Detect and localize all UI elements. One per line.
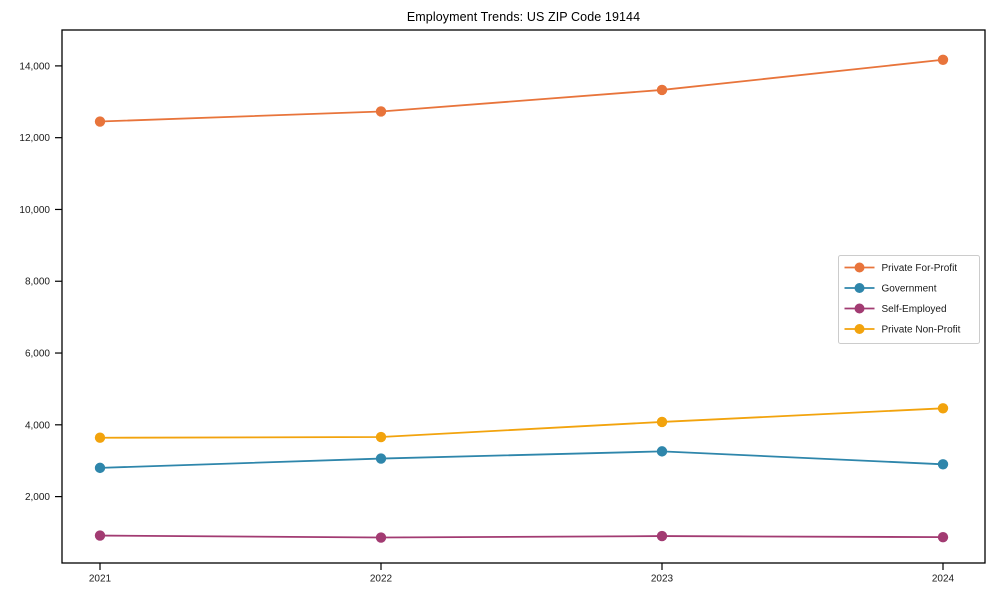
- x-tick-label: 2022: [370, 574, 393, 585]
- series-line-government: [99, 450, 944, 469]
- legend-box: [838, 255, 980, 344]
- legend: Private For-Profit Government Self-Employe…: [838, 255, 980, 344]
- data-point-self-employed-2024: [937, 531, 949, 543]
- data-point-self-employed-2022: [375, 532, 387, 543]
- legend-marker-private-non-profit: [854, 324, 865, 334]
- data-point-government-2024: [937, 459, 949, 470]
- data-point-private-non-profit-2023: [656, 416, 668, 428]
- data-point-government-2021: [94, 462, 106, 474]
- y-tick-label: 12,000: [19, 133, 50, 144]
- series-line-self-employed: [99, 534, 944, 539]
- data-point-private-for-profit-2023: [656, 84, 668, 96]
- y-tick-label: 2,000: [25, 492, 50, 503]
- data-point-government-2023: [656, 446, 668, 457]
- x-tick-label: 2023: [651, 574, 674, 585]
- data-point-government-2022: [375, 453, 387, 464]
- legend-item-self-employed: Self-Employed: [844, 303, 947, 315]
- chart-title: Employment Trends: US ZIP Code 19144: [406, 10, 641, 24]
- x-tick-label: 2021: [89, 574, 112, 585]
- y-tick-label: 4,000: [25, 420, 50, 431]
- y-tick-label: 14,000: [19, 61, 50, 72]
- data-point-private-for-profit-2022: [375, 106, 387, 117]
- legend-label-government: Government: [882, 284, 937, 295]
- data-point-private-for-profit-2024: [937, 54, 949, 65]
- legend-item-private-for-profit: Private For-Profit: [844, 262, 958, 274]
- data-point-private-non-profit-2024: [937, 403, 949, 414]
- data-point-self-employed-2023: [656, 530, 668, 542]
- x-tick-label: 2024: [932, 574, 955, 585]
- legend-item-private-non-profit: Private Non-Profit: [844, 324, 961, 336]
- plot-border: [61, 29, 986, 564]
- data-point-self-employed-2021: [94, 530, 106, 541]
- data-point-private-non-profit-2022: [375, 431, 387, 443]
- y-tick-label: 8,000: [25, 277, 50, 288]
- y-tick-label: 10,000: [19, 205, 50, 216]
- data-point-private-non-profit-2021: [94, 432, 106, 443]
- data-point-private-for-profit-2021: [94, 116, 106, 127]
- series-line-private-for-profit: [99, 58, 944, 123]
- legend-marker-private-for-profit: [854, 262, 865, 273]
- legend-label-self-employed: Self-Employed: [882, 304, 947, 315]
- series-line-private-non-profit: [99, 407, 944, 439]
- legend-marker-government: [854, 283, 865, 293]
- y-tick-label: 6,000: [25, 349, 50, 360]
- legend-label-private-for-profit: Private For-Profit: [882, 263, 958, 274]
- legend-item-government: Government: [844, 283, 937, 295]
- legend-marker-self-employed: [854, 303, 865, 314]
- legend-label-private-non-profit: Private Non-Profit: [882, 325, 961, 336]
